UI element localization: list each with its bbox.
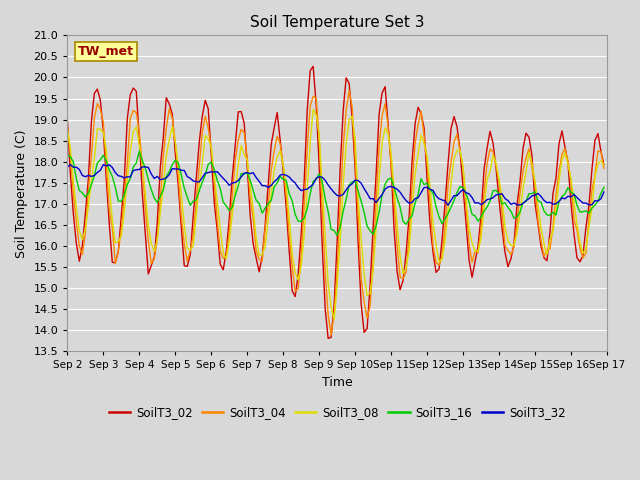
Text: TW_met: TW_met — [78, 45, 134, 58]
X-axis label: Time: Time — [322, 376, 353, 389]
Legend: SoilT3_02, SoilT3_04, SoilT3_08, SoilT3_16, SoilT3_32: SoilT3_02, SoilT3_04, SoilT3_08, SoilT3_… — [104, 401, 570, 424]
Y-axis label: Soil Temperature (C): Soil Temperature (C) — [15, 129, 28, 258]
Title: Soil Temperature Set 3: Soil Temperature Set 3 — [250, 15, 424, 30]
